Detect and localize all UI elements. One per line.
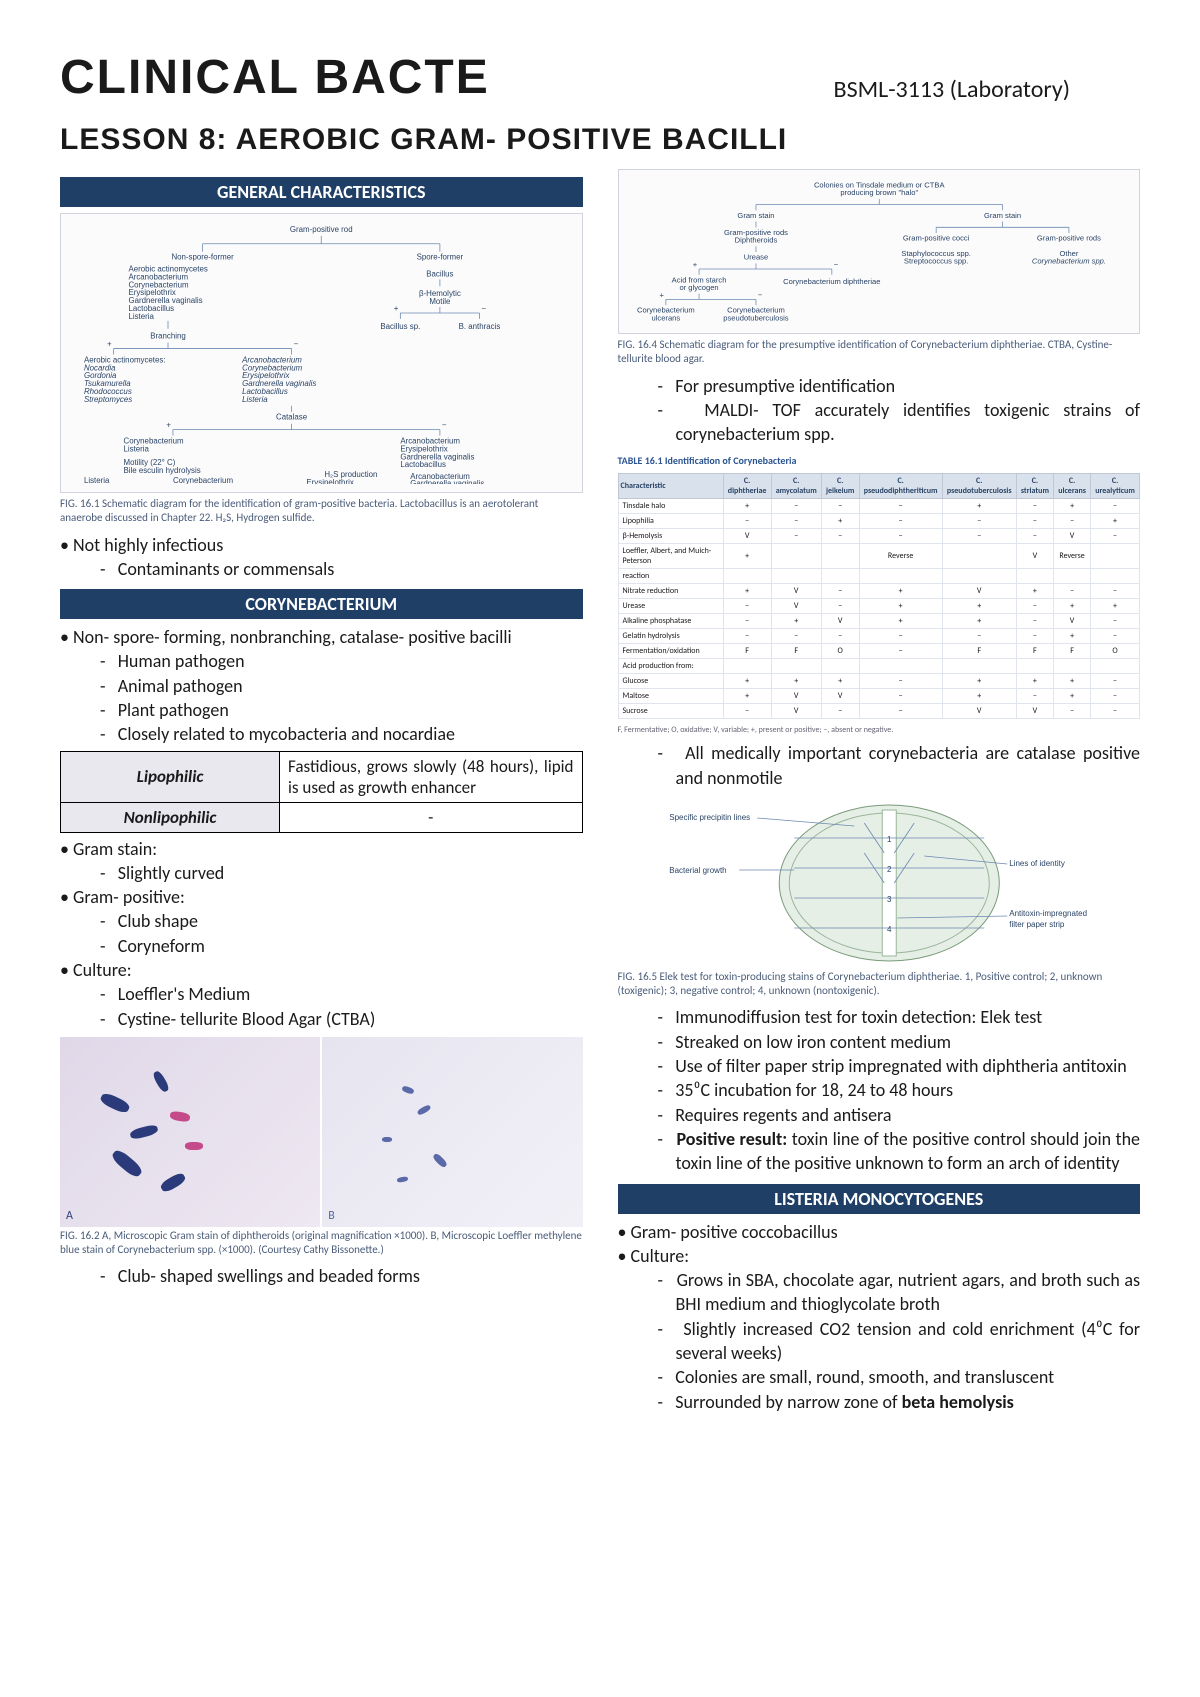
- fig-16-2-caption: FIG. 16.2 A, Microscopic Gram stain of d…: [60, 1229, 583, 1257]
- left-column: GENERAL CHARACTERISTICS text{font:8px Ar…: [60, 169, 583, 1414]
- svg-text:Corynebacteriumpseudotuberculo: Corynebacteriumpseudotuberculosis: [723, 306, 789, 323]
- gram-stain: Gram stain:: [60, 837, 583, 861]
- lm-culture-sub: Grows in SBA, chocolate agar, nutrient a…: [658, 1268, 1141, 1414]
- svg-text:Aerobic actinomycetes:Nocardia: Aerobic actinomycetes:NocardiaGordoniaTs…: [84, 355, 166, 404]
- svg-text:Gram-positive rodsDiphtheroids: Gram-positive rodsDiphtheroids: [723, 228, 787, 245]
- svg-text:Corynebacterium: Corynebacterium: [173, 476, 234, 484]
- course-code: BSML-3113 (Laboratory): [834, 75, 1070, 104]
- coryne-sub: Human pathogen Animal pathogen Plant pat…: [100, 649, 583, 746]
- svg-text:−: −: [442, 421, 447, 430]
- svg-text:Urease: Urease: [743, 253, 767, 262]
- svg-text:Staphylococcus spp.Streptococc: Staphylococcus spp.Streptococcus spp.: [901, 249, 971, 266]
- catalase-note: All medically important corynebacteria a…: [658, 741, 1141, 790]
- svg-text:ArcanobacteriumCorynebacterium: ArcanobacteriumCorynebacteriumErysipelot…: [241, 355, 316, 404]
- not-infectious-sub: Contaminants or commensals: [100, 557, 583, 581]
- svg-text:OtherCorynebacterium spp.: OtherCorynebacterium spp.: [1031, 249, 1105, 266]
- section-listeria: LISTERIA MONOCYTOGENES: [618, 1184, 1141, 1214]
- svg-text:3: 3: [887, 895, 892, 904]
- svg-text:Bacillus sp.: Bacillus sp.: [380, 322, 420, 331]
- svg-text:Gram stain: Gram stain: [984, 211, 1021, 220]
- svg-text:CorynebacteriumListeria: CorynebacteriumListeria: [124, 436, 185, 453]
- coryne-intro: • Non- spore- forming, nonbranching, cat…: [60, 625, 583, 649]
- svg-text:−: −: [833, 260, 838, 269]
- svg-text:−: −: [294, 340, 299, 349]
- svg-text:Acid from starchor glycogen: Acid from starchor glycogen: [671, 275, 726, 292]
- svg-text:−: −: [481, 304, 486, 313]
- svg-text:−: −: [757, 290, 762, 299]
- figure-16-4: text{font:8px Arial;fill:#2a4466}line{st…: [618, 169, 1141, 334]
- svg-text:+: +: [166, 421, 171, 430]
- svg-text:B. anthracis: B. anthracis: [459, 322, 501, 331]
- svg-text:Gram stain: Gram stain: [737, 211, 774, 220]
- lm-coccobacillus: Gram- positive coccobacillus: [618, 1220, 1141, 1244]
- figure-16-5: 1 2 3 4 Specific precipitin lines Bacter…: [618, 798, 1141, 968]
- svg-text:+: +: [659, 290, 664, 299]
- svg-text:+: +: [692, 260, 697, 269]
- presumptive-list: For presumptive identification MALDI- TO…: [658, 374, 1141, 447]
- svg-text:4: 4: [887, 925, 892, 934]
- svg-text:Catalase: Catalase: [276, 413, 308, 422]
- figure-16-2: A B: [60, 1037, 583, 1227]
- svg-text:Motility (22° C)Bile esculin h: Motility (22° C)Bile esculin hydrolysis: [124, 458, 201, 475]
- svg-text:ArcanobacteriumGardnerella vag: ArcanobacteriumGardnerella vaginalisLact…: [410, 472, 484, 484]
- lm-culture: Culture:: [618, 1244, 1141, 1268]
- section-coryne: CORYNEBACTERIUM: [60, 589, 583, 619]
- not-infectious: Not highly infectious: [60, 533, 583, 557]
- svg-text:Spore-former: Spore-former: [417, 253, 464, 262]
- svg-text:Colonies on Tinsdale medium or: Colonies on Tinsdale medium or CTBAprodu…: [813, 180, 945, 197]
- svg-text:+: +: [394, 304, 399, 313]
- figure-16-1: text{font:8px Arial;fill:#2a4466}line{st…: [60, 213, 583, 493]
- culture: Culture:: [60, 958, 583, 982]
- fig-16-1-caption: FIG. 16.1 Schematic diagram for the iden…: [60, 497, 583, 525]
- right-column: text{font:8px Arial;fill:#2a4466}line{st…: [618, 169, 1141, 1414]
- svg-text:Erysipelothrix: Erysipelothrix: [306, 478, 353, 484]
- svg-text:Gram-positive rods: Gram-positive rods: [1036, 234, 1100, 243]
- table-16-1-footer: F, Fermentative; O, oxidative; V, variab…: [618, 725, 1141, 735]
- lesson-title: LESSON 8: AEROBIC GRAM- POSITIVE BACILLI: [60, 123, 1140, 157]
- svg-text:2: 2: [887, 865, 892, 874]
- svg-text:Listeria: Listeria: [84, 476, 110, 484]
- svg-text:Lines of identity: Lines of identity: [1009, 859, 1065, 868]
- svg-text:Gram-positive rod: Gram-positive rod: [290, 225, 353, 234]
- gram-positive: Gram- positive:: [60, 885, 583, 909]
- elek-list: Immunodiffusion test for toxin detection…: [658, 1005, 1141, 1175]
- table-16-1: CharacteristicC. diphtheriaeC. amycolatu…: [618, 473, 1141, 719]
- svg-text:+: +: [107, 340, 112, 349]
- fig-16-4-caption: FIG. 16.4 Schematic diagram for the pres…: [618, 338, 1141, 366]
- svg-text:β-HemolyticMotile: β-HemolyticMotile: [419, 289, 461, 306]
- svg-text:Non-spore-former: Non-spore-former: [171, 253, 234, 262]
- svg-text:Corynebacteriumulcerans: Corynebacteriumulcerans: [637, 306, 695, 323]
- svg-text:Bacterial growth: Bacterial growth: [669, 866, 726, 875]
- svg-text:Branching: Branching: [150, 332, 186, 341]
- svg-text:Bacillus: Bacillus: [426, 269, 453, 278]
- fig-16-5-caption: FIG. 16.5 Elek test for toxin-producing …: [618, 970, 1141, 998]
- svg-text:Aerobic actinomycetesArcanobac: Aerobic actinomycetesArcanobacteriumCory…: [128, 264, 207, 320]
- section-general: GENERAL CHARACTERISTICS: [60, 177, 583, 207]
- lipo-table: LipophilicFastidious, grows slowly (48 h…: [60, 751, 583, 833]
- table-16-1-title: TABLE 16.1 Identification of Corynebacte…: [618, 454, 1141, 467]
- svg-text:Corynebacterium diphtheriae: Corynebacterium diphtheriae: [783, 277, 880, 286]
- svg-text:Gram-positive cocci: Gram-positive cocci: [902, 234, 969, 243]
- svg-text:Specific precipitin lines: Specific precipitin lines: [669, 813, 750, 822]
- svg-text:ArcanobacteriumErysipelothrixG: ArcanobacteriumErysipelothrixGardnerella…: [400, 436, 474, 469]
- svg-text:Antitoxin-impregnatedfilter pa: Antitoxin-impregnatedfilter paper strip: [1009, 909, 1087, 929]
- svg-text:1: 1: [887, 835, 892, 844]
- club-shaped: Club- shaped swellings and beaded forms: [100, 1264, 583, 1288]
